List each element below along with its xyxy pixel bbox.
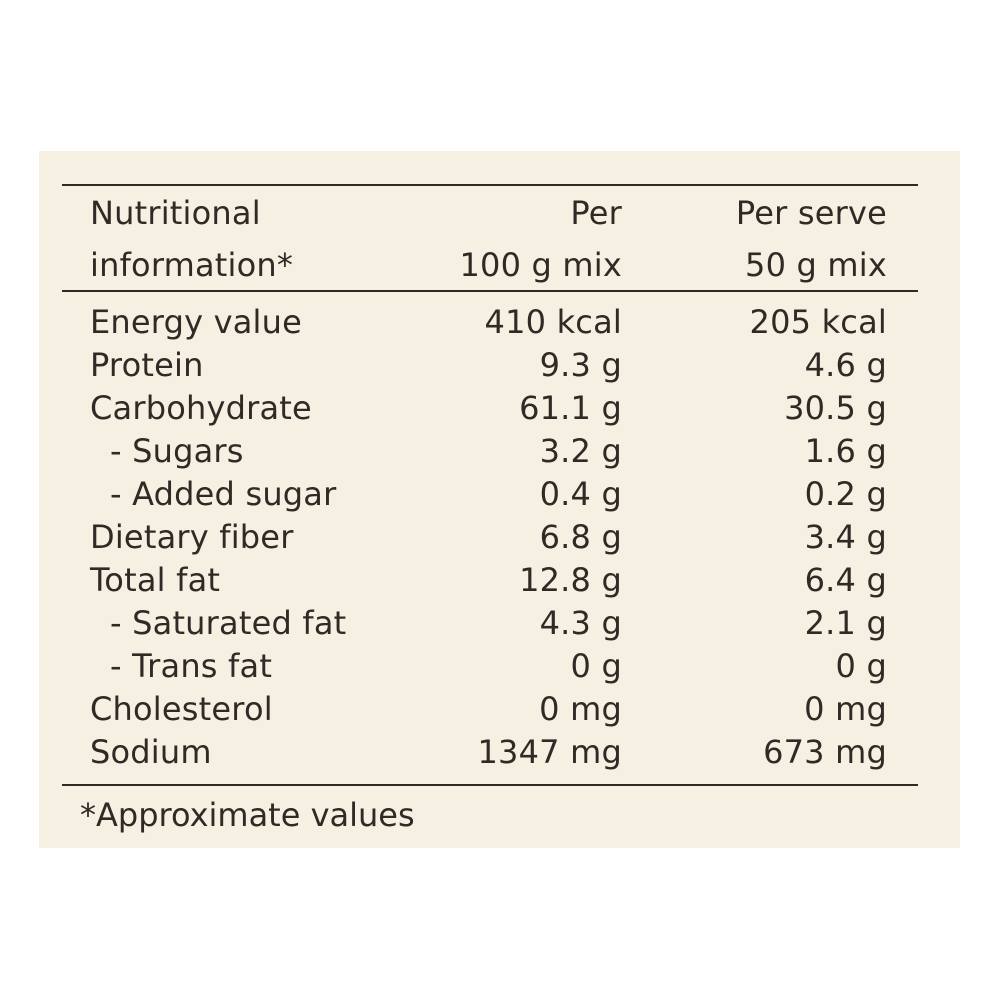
row-per100-value: 410 kcal — [484, 303, 622, 341]
header-col1-line2: 100 g mix — [459, 246, 622, 284]
row-label: - Added sugar — [110, 475, 337, 513]
row-label: - Saturated fat — [110, 604, 347, 642]
row-label: - Trans fat — [110, 647, 273, 685]
row-perserve-value: 0 g — [835, 647, 887, 685]
header-label-line2: information* — [90, 246, 294, 284]
row-label: Energy value — [90, 303, 303, 341]
nutrition-panel — [39, 151, 960, 848]
table-bottom-rule — [62, 784, 918, 786]
header-col1-line1: Per — [570, 194, 622, 232]
row-per100-value: 0.4 g — [539, 475, 622, 513]
table-top-rule — [62, 184, 918, 186]
row-label: - Sugars — [110, 432, 244, 470]
row-per100-value: 61.1 g — [519, 389, 622, 427]
row-per100-value: 9.3 g — [539, 346, 622, 384]
header-separator-rule — [62, 290, 918, 292]
row-perserve-value: 0.2 g — [804, 475, 887, 513]
row-per100-value: 1347 mg — [477, 733, 622, 771]
row-label: Dietary fiber — [90, 518, 294, 556]
row-perserve-value: 673 mg — [763, 733, 887, 771]
row-perserve-value: 3.4 g — [804, 518, 887, 556]
row-perserve-value: 30.5 g — [784, 389, 887, 427]
footnote: *Approximate values — [80, 796, 415, 834]
row-per100-value: 4.3 g — [539, 604, 622, 642]
row-perserve-value: 1.6 g — [804, 432, 887, 470]
header-col2-line2: 50 g mix — [745, 246, 887, 284]
header-label-line1: Nutritional — [90, 194, 261, 232]
row-label: Carbohydrate — [90, 389, 312, 427]
row-perserve-value: 205 kcal — [749, 303, 887, 341]
row-per100-value: 0 mg — [539, 690, 622, 728]
row-perserve-value: 0 mg — [804, 690, 887, 728]
row-per100-value: 12.8 g — [519, 561, 622, 599]
row-perserve-value: 4.6 g — [804, 346, 887, 384]
row-per100-value: 3.2 g — [539, 432, 622, 470]
row-label: Sodium — [90, 733, 212, 771]
row-per100-value: 6.8 g — [539, 518, 622, 556]
header-col2-line1: Per serve — [735, 194, 887, 232]
row-label: Cholesterol — [90, 690, 273, 728]
row-label: Total fat — [90, 561, 221, 599]
row-perserve-value: 2.1 g — [804, 604, 887, 642]
row-perserve-value: 6.4 g — [804, 561, 887, 599]
row-label: Protein — [90, 346, 204, 384]
row-per100-value: 0 g — [570, 647, 622, 685]
